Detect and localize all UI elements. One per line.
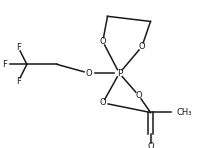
Text: F: F bbox=[16, 77, 21, 86]
Text: P: P bbox=[117, 69, 122, 78]
Text: O: O bbox=[147, 142, 154, 148]
Text: CH₃: CH₃ bbox=[176, 108, 192, 117]
Text: O: O bbox=[86, 69, 92, 78]
Text: O: O bbox=[100, 98, 106, 107]
Text: F: F bbox=[16, 43, 21, 52]
Text: O: O bbox=[139, 42, 145, 51]
Text: F: F bbox=[2, 60, 7, 69]
Text: O: O bbox=[100, 37, 106, 46]
Text: O: O bbox=[135, 91, 142, 100]
